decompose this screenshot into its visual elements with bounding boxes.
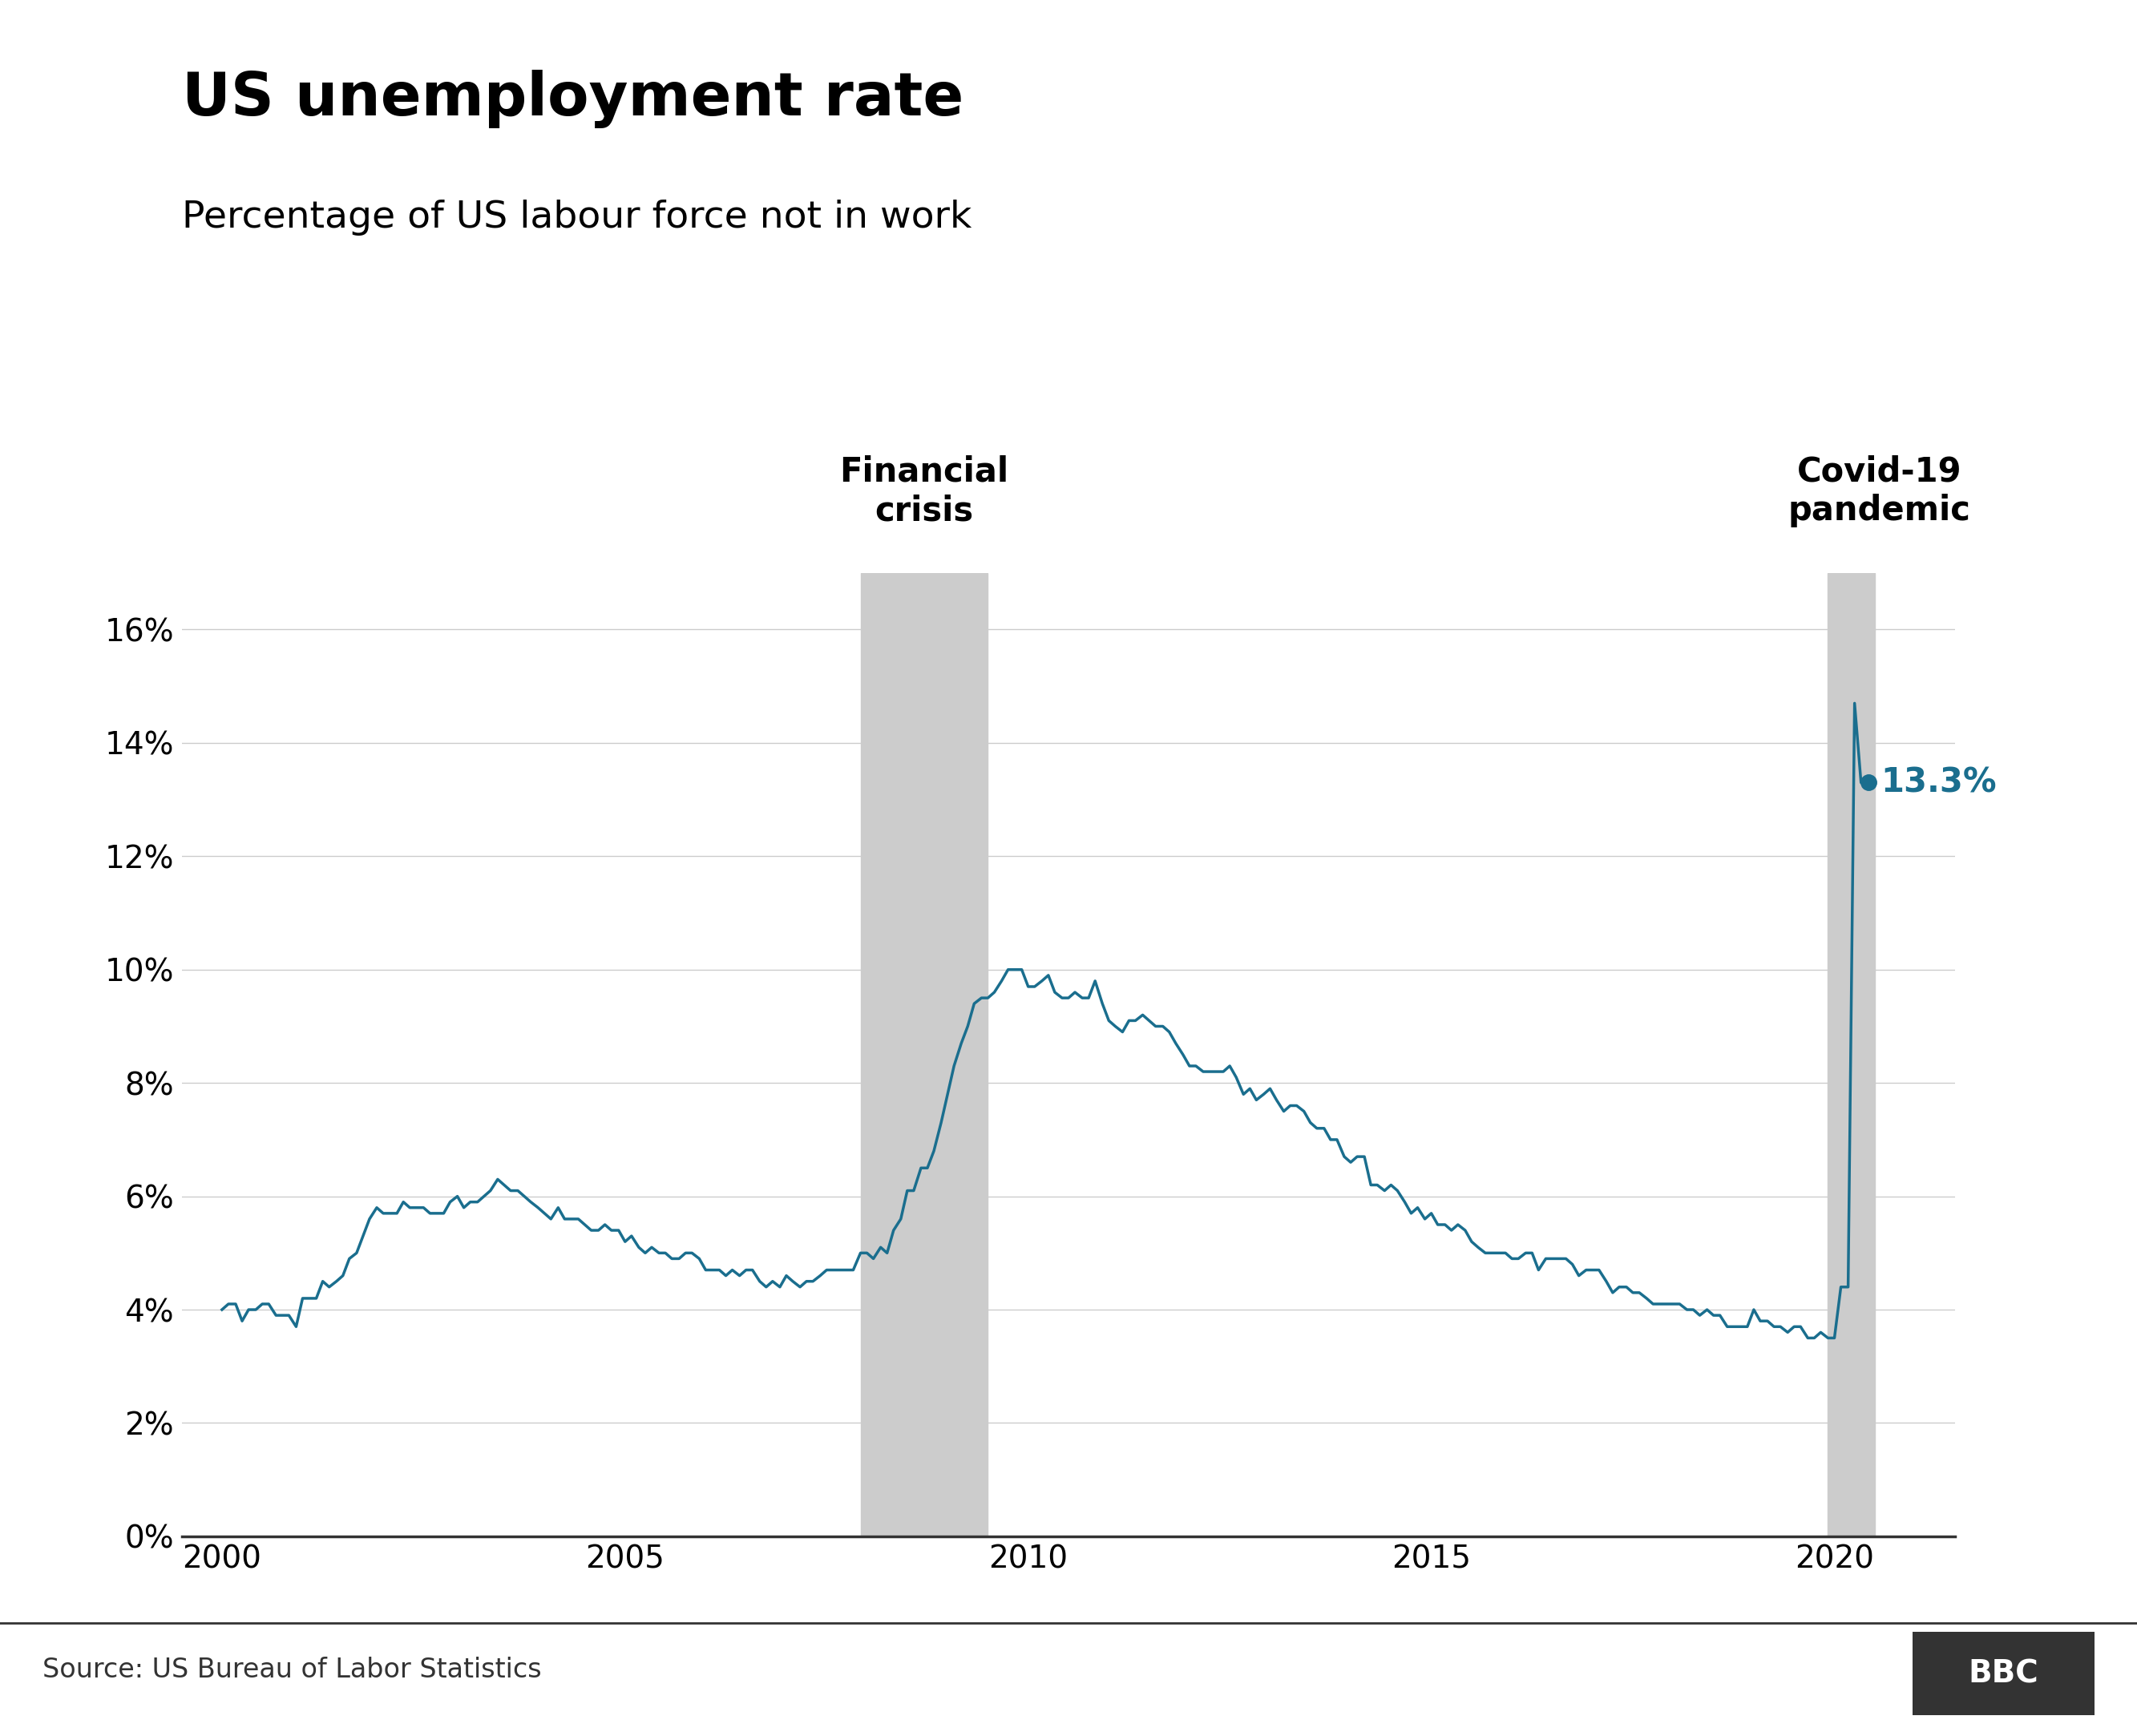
Text: BBC: BBC — [1968, 1658, 2039, 1689]
Text: Source: US Bureau of Labor Statistics: Source: US Bureau of Labor Statistics — [43, 1656, 543, 1684]
Bar — [1827, 573, 1874, 1536]
Text: Financial
crisis: Financial crisis — [840, 455, 1009, 528]
Text: Percentage of US labour force not in work: Percentage of US labour force not in wor… — [182, 200, 972, 236]
Bar — [861, 573, 987, 1536]
Text: Covid-19
pandemic: Covid-19 pandemic — [1789, 455, 1970, 528]
Text: US unemployment rate: US unemployment rate — [182, 69, 964, 128]
Text: 13.3%: 13.3% — [1881, 766, 1996, 799]
